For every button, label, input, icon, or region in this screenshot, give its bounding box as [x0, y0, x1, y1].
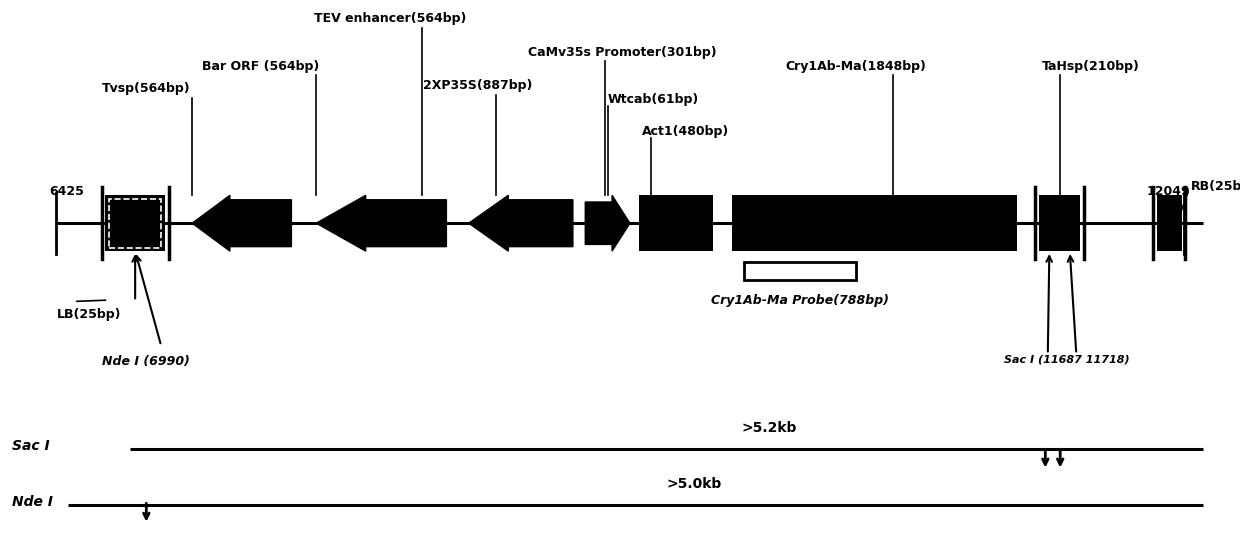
Text: Nde I (6990): Nde I (6990) [103, 355, 190, 368]
Polygon shape [316, 195, 446, 251]
Bar [1039, 195, 1080, 251]
Text: >5.2kb: >5.2kb [742, 421, 796, 435]
Text: TaHsp(210bp): TaHsp(210bp) [1043, 60, 1140, 73]
Text: >5.0kb: >5.0kb [667, 477, 722, 491]
Text: Act1(480bp): Act1(480bp) [642, 125, 729, 138]
Text: Wtcab(61bp): Wtcab(61bp) [608, 93, 699, 106]
Bar [744, 262, 856, 280]
Bar [105, 195, 165, 251]
Polygon shape [585, 195, 630, 251]
Text: Sac I: Sac I [12, 439, 50, 454]
Bar [732, 195, 1017, 251]
Polygon shape [192, 195, 291, 251]
Text: Sac I (11687 11718): Sac I (11687 11718) [1003, 355, 1130, 365]
Text: 12049: 12049 [1147, 185, 1190, 198]
Bar [639, 195, 713, 251]
Text: Tvsp(564bp): Tvsp(564bp) [102, 82, 191, 95]
Text: Bar ORF (564bp): Bar ORF (564bp) [202, 60, 319, 73]
Text: CaMv35s Promoter(301bp): CaMv35s Promoter(301bp) [528, 46, 717, 59]
Text: Cry1Ab-Ma Probe(788bp): Cry1Ab-Ma Probe(788bp) [711, 294, 889, 306]
Bar [109, 199, 161, 248]
Text: 2XP35S(887bp): 2XP35S(887bp) [423, 79, 532, 92]
Text: 6425: 6425 [50, 185, 84, 198]
Text: Cry1Ab-Ma(1848bp): Cry1Ab-Ma(1848bp) [785, 60, 926, 73]
Text: LB(25bp): LB(25bp) [57, 308, 122, 321]
Polygon shape [469, 195, 573, 251]
Text: Nde I: Nde I [12, 495, 53, 509]
Text: TEV enhancer(564bp): TEV enhancer(564bp) [315, 12, 466, 25]
Bar [1157, 195, 1182, 251]
Text: RB(25bp): RB(25bp) [1190, 180, 1240, 193]
